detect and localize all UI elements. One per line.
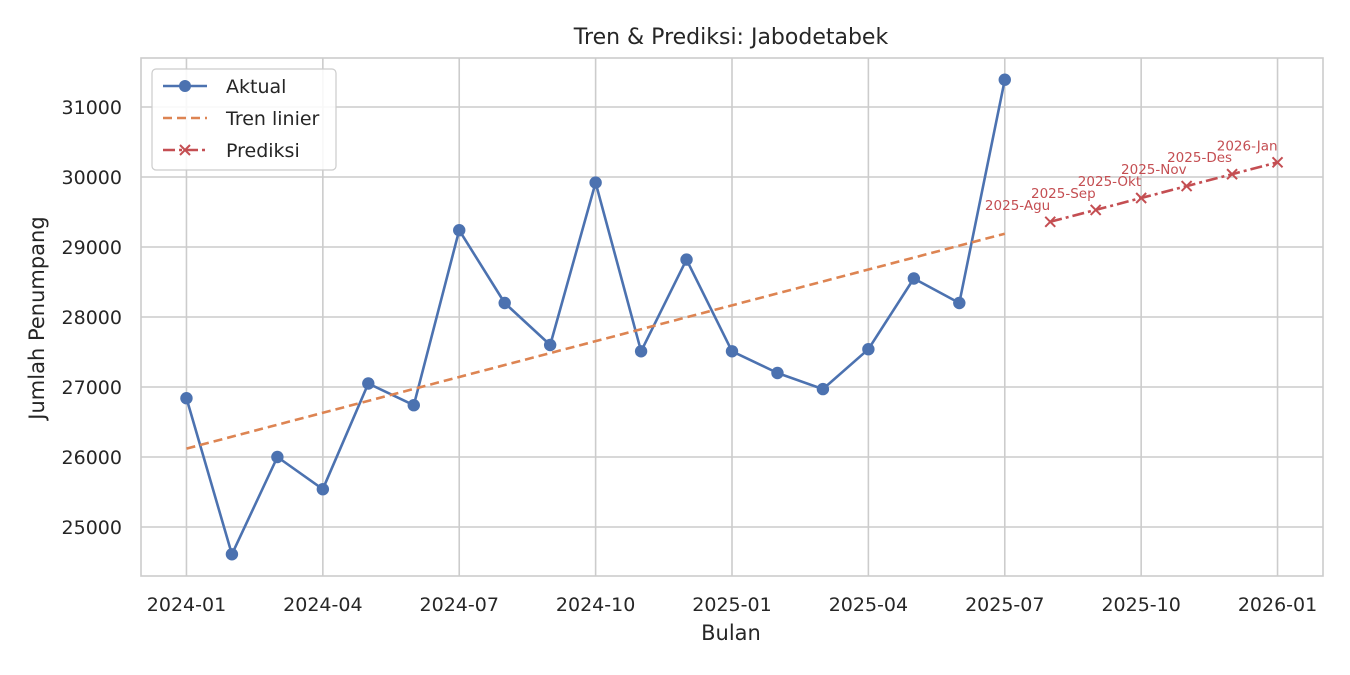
x-tick-label: 2024-01 bbox=[147, 594, 226, 616]
x-tick-label: 2025-07 bbox=[965, 594, 1044, 616]
x-tick-label: 2026-01 bbox=[1238, 594, 1317, 616]
data-point bbox=[225, 548, 239, 561]
x-axis-title: Bulan bbox=[701, 621, 761, 645]
prediction-point bbox=[1180, 180, 1193, 192]
data-point bbox=[680, 253, 693, 266]
legend-label-aktual: Aktual bbox=[226, 76, 286, 98]
x-tick-label: 2025-04 bbox=[829, 594, 908, 616]
legend-marker-aktual bbox=[179, 80, 191, 92]
prediction-point bbox=[1044, 216, 1056, 228]
y-tick-label: 26000 bbox=[62, 447, 122, 469]
grid bbox=[141, 58, 1323, 576]
prediction-label: 2025-Agu bbox=[985, 198, 1050, 214]
legend-label-tren: Tren linier bbox=[225, 108, 320, 130]
y-tick-label: 29000 bbox=[62, 237, 122, 259]
data-point bbox=[771, 366, 784, 380]
data-point bbox=[362, 377, 375, 390]
data-point bbox=[998, 73, 1011, 86]
data-point bbox=[453, 224, 466, 237]
y-tick-label: 25000 bbox=[62, 517, 122, 539]
y-tick-label: 31000 bbox=[62, 97, 122, 119]
x-tick-label: 2024-04 bbox=[283, 594, 362, 616]
data-point bbox=[271, 450, 284, 464]
prediction-label: 2025-Okt bbox=[1078, 174, 1141, 190]
data-point bbox=[589, 176, 602, 189]
y-axis-title: Jumlah Penumpang bbox=[25, 216, 49, 421]
series-layer bbox=[180, 73, 1284, 561]
data-point bbox=[816, 382, 830, 396]
y-tick-label: 28000 bbox=[62, 307, 122, 329]
plot-frame bbox=[140, 57, 1324, 577]
x-tick-label: 2024-10 bbox=[556, 594, 635, 616]
data-point bbox=[407, 399, 420, 412]
prediction-label: 2025-Nov bbox=[1121, 162, 1187, 178]
legend-item-prediksi: Prediksi bbox=[163, 140, 300, 162]
legend-marker-prediksi bbox=[179, 144, 191, 156]
prediction-label: 2025-Des bbox=[1167, 150, 1232, 166]
prediction-point bbox=[1271, 156, 1284, 169]
legend: Aktual Tren linier Prediksi bbox=[151, 68, 337, 171]
legend-box bbox=[151, 68, 337, 171]
prediction-point bbox=[1135, 192, 1147, 204]
data-point bbox=[634, 345, 648, 358]
data-point bbox=[862, 343, 875, 356]
y-tick-label: 30000 bbox=[62, 167, 122, 189]
data-point bbox=[543, 338, 557, 352]
legend-label-prediksi: Prediksi bbox=[226, 140, 300, 162]
data-point bbox=[953, 296, 966, 310]
data-point bbox=[725, 345, 739, 358]
legend-item-aktual: Aktual bbox=[163, 76, 286, 98]
y-tick-label: 27000 bbox=[62, 377, 122, 399]
x-tick-label: 2024-07 bbox=[420, 594, 499, 616]
legend-item-tren: Tren linier bbox=[163, 108, 320, 130]
ticks-layer: 2024-01 2024-04 2024-07 2024-10 2025-01 2025-… bbox=[62, 97, 1318, 616]
x-tick-label: 2025-10 bbox=[1101, 594, 1180, 616]
x-tick-label: 2025-01 bbox=[692, 594, 771, 616]
prediction-label: 2026-Jan bbox=[1217, 138, 1278, 154]
labels-layer: 2025-Agu2025-Sep2025-Okt2025-Nov2025-Des… bbox=[985, 138, 1278, 214]
data-point bbox=[498, 296, 511, 310]
prediction-point bbox=[1226, 168, 1238, 180]
series-line-tren-linier bbox=[186, 232, 1006, 450]
prediction-point bbox=[1089, 204, 1102, 216]
data-point bbox=[316, 483, 330, 496]
data-point bbox=[907, 272, 921, 285]
data-point bbox=[180, 392, 193, 405]
chart-title: Tren & Prediksi: Jabodetabek bbox=[573, 25, 889, 50]
prediction-label: 2025-Sep bbox=[1031, 186, 1096, 202]
series-line-prediksi bbox=[1049, 161, 1278, 224]
